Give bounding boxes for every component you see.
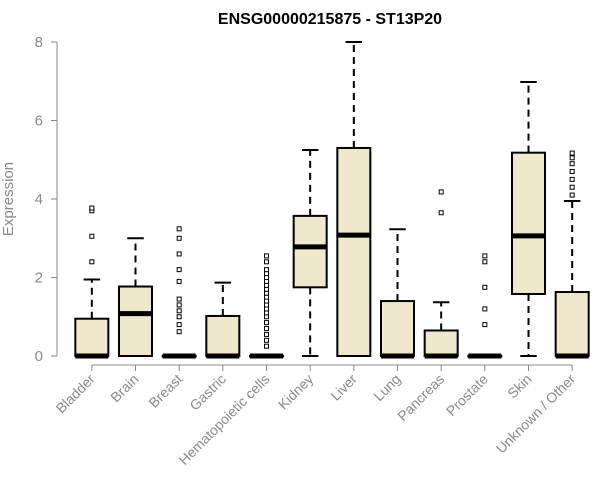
y-tick-label: 8 <box>35 34 43 51</box>
box-8 <box>423 189 459 359</box>
box-body <box>336 146 372 357</box>
box-6 <box>336 41 372 357</box>
x-tick-label: Liver <box>327 371 360 404</box>
outlier-point <box>482 253 488 259</box>
outlier-point <box>264 326 269 332</box>
x-tick-label: Lung <box>370 371 403 404</box>
outlier-point <box>176 278 182 284</box>
outlier-point <box>264 314 269 320</box>
outlier-point <box>264 275 269 280</box>
outlier-point <box>264 286 269 292</box>
outlier-point <box>89 259 95 265</box>
box-7 <box>380 228 415 359</box>
chart-title: ENSG00000215875 - ST13P20 <box>218 11 442 28</box>
outlier-point <box>264 278 269 284</box>
outlier-point <box>176 329 182 335</box>
box-11 <box>554 150 590 359</box>
outlier-point <box>264 320 269 326</box>
outlier-point <box>176 314 182 320</box>
outlier-point <box>264 310 269 316</box>
box-body <box>554 291 590 357</box>
outlier-point <box>89 233 95 239</box>
outlier-point <box>569 161 575 167</box>
x-tick-label: Bladder <box>53 371 99 417</box>
x-tick-label: Breast <box>145 371 185 411</box>
outlier-point <box>569 150 575 156</box>
outlier-point <box>176 296 182 302</box>
y-tick-label: 4 <box>35 191 43 208</box>
outlier-point <box>176 251 182 257</box>
box-body <box>118 285 153 357</box>
boxes <box>74 41 590 359</box>
outlier-point <box>264 282 269 288</box>
outlier-point <box>264 331 269 337</box>
outlier-point <box>264 267 269 273</box>
outlier-point <box>264 298 269 304</box>
outlier-point <box>264 259 269 265</box>
box-3 <box>205 281 241 359</box>
outlier-point <box>482 284 488 290</box>
box-5 <box>292 148 328 357</box>
x-tick-label: Unknown / Other <box>493 371 579 457</box>
box-body <box>292 214 328 289</box>
x-tick-label: Brain <box>107 371 141 405</box>
box-body <box>380 300 415 357</box>
outlier-point <box>176 322 182 328</box>
outlier-point <box>264 343 269 349</box>
outlier-point <box>438 210 444 216</box>
outlier-point <box>482 306 488 312</box>
outlier-point <box>176 267 182 273</box>
outlier-point <box>569 184 575 190</box>
outlier-point <box>569 176 575 182</box>
outlier-point <box>264 294 269 300</box>
x-tick-label: Pancreas <box>394 371 447 424</box>
box-body <box>205 314 241 357</box>
outlier-point <box>264 253 269 259</box>
x-tick-label: Prostate <box>443 371 491 419</box>
box-2 <box>161 226 197 359</box>
outlier-point <box>176 302 182 308</box>
outlier-point <box>569 155 575 161</box>
outlier-point <box>264 306 269 312</box>
box-body <box>74 317 110 357</box>
outlier-point <box>264 271 269 277</box>
box-body <box>423 329 459 357</box>
y-tick-label: 6 <box>35 113 43 130</box>
outlier-point <box>482 259 488 265</box>
y-axis-label: Expression <box>0 162 17 236</box>
box-0 <box>74 205 110 359</box>
outlier-point <box>482 322 488 328</box>
outlier-point <box>264 290 269 296</box>
outlier-point <box>264 337 269 343</box>
outlier-point <box>89 205 95 211</box>
outlier-point <box>176 308 182 314</box>
box-1 <box>118 237 153 357</box>
outlier-point <box>438 189 444 195</box>
outlier-point <box>569 169 575 175</box>
y-tick-label: 0 <box>35 348 43 365</box>
outlier-point <box>176 235 182 241</box>
box-4 <box>249 253 284 359</box>
outlier-point <box>264 302 269 308</box>
x-tick-label: Kidney <box>275 371 317 413</box>
outlier-point <box>569 192 575 198</box>
outlier-point <box>176 226 182 232</box>
box-10 <box>511 81 546 357</box>
box-9 <box>467 253 503 359</box>
y-tick-label: 2 <box>35 270 43 287</box>
y-axis: 0 2 4 6 8 <box>35 34 58 365</box>
x-tick-label: Gastric <box>186 371 229 414</box>
x-tick-label: Skin <box>504 371 535 402</box>
box-body <box>511 151 546 295</box>
